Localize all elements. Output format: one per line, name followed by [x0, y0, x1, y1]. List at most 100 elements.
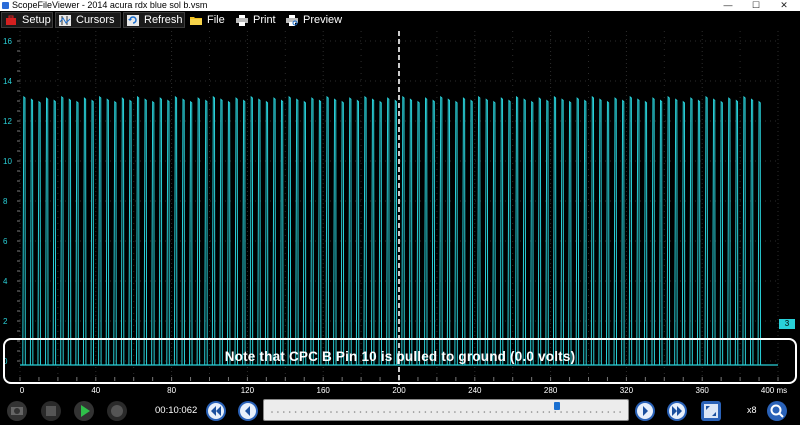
timeline-tick	[471, 411, 474, 413]
waveform-pulse	[151, 100, 155, 366]
timeline-tick	[460, 411, 462, 413]
waveform-pulse	[158, 97, 163, 366]
magnifier-icon[interactable]	[766, 400, 788, 422]
y-tick-label: 8	[3, 197, 8, 206]
zoom-level: x8	[747, 405, 757, 415]
waveform-pulse	[613, 97, 618, 366]
waveform-pulse	[651, 97, 655, 366]
close-button[interactable]: ✕	[780, 0, 788, 10]
folder-icon	[190, 16, 202, 25]
waveform-pulse	[704, 95, 708, 366]
waveform-pulse	[696, 99, 701, 366]
x-tick-label: 0	[19, 386, 25, 395]
timeline-tick	[318, 411, 320, 413]
timeline-tick	[371, 411, 374, 413]
waveform-pulse	[431, 99, 436, 366]
cursors-button[interactable]: Cursors	[55, 12, 121, 28]
timeline-tick	[448, 411, 450, 413]
file-button[interactable]: File	[187, 12, 227, 28]
timeline-slider[interactable]	[263, 399, 629, 421]
timeline-tick	[312, 411, 315, 413]
waveform-pulse	[378, 100, 383, 366]
waveform-pulse	[211, 95, 216, 366]
timeline-slider-thumb[interactable]	[554, 402, 561, 410]
waveform-pulse	[461, 97, 466, 366]
waveform-pulse	[666, 95, 671, 366]
timeline-tick	[454, 411, 456, 413]
refresh-label: Refresh	[144, 14, 183, 26]
waveform-pulse	[530, 100, 534, 366]
channel-3-marker[interactable]: 3	[779, 319, 795, 329]
y-tick-label: 12	[3, 117, 12, 126]
timeline-tick	[418, 411, 421, 413]
setup-label: Setup	[22, 14, 51, 26]
stop-icon[interactable]	[40, 400, 62, 422]
waveform-pulse	[75, 100, 79, 366]
waveform-pulse	[355, 99, 360, 366]
minimize-button[interactable]: —	[723, 0, 733, 10]
timeline-tick	[495, 411, 497, 413]
timeline-tick	[560, 411, 562, 413]
waveform-pulse	[370, 98, 375, 366]
fast-forward-icon[interactable]	[666, 400, 688, 422]
waveform-pulse	[317, 99, 322, 366]
timeline-tick	[572, 411, 574, 413]
timeline-tick	[277, 411, 279, 413]
snapshot-icon[interactable]	[6, 400, 28, 422]
x-tick-label: 160	[316, 386, 330, 395]
print-button[interactable]: Print	[233, 12, 277, 28]
scope-display[interactable]: 16 14 12 10 8 6 4 2 0- 3 Note that CPC B Pin 10 …	[0, 29, 800, 385]
zoom-fit-icon[interactable]	[700, 400, 722, 422]
x-tick-label: 200	[392, 386, 406, 395]
setup-button[interactable]: Setup	[1, 12, 53, 28]
maximize-button[interactable]: ☐	[751, 0, 761, 10]
waveform-pulse	[302, 100, 307, 366]
play-icon[interactable]	[73, 400, 95, 422]
waveform-pulse	[90, 99, 95, 366]
timeline-tick	[342, 411, 344, 413]
x-tick-label: 80	[167, 386, 177, 395]
waveform-pulse	[189, 100, 193, 366]
playback-controls: 00:10:062 x8	[0, 397, 800, 425]
waveform-pulse	[37, 100, 41, 366]
timeline-tick	[389, 411, 391, 413]
timeline-tick	[566, 411, 568, 413]
y-tick-label: 14	[3, 77, 12, 86]
step-back-icon[interactable]	[237, 400, 259, 422]
timeline-tick	[365, 411, 368, 413]
timeline-tick	[483, 411, 486, 413]
timeline-tick	[477, 411, 480, 413]
preview-button[interactable]: Preview	[283, 12, 345, 28]
y-tick-label: 6	[3, 237, 8, 246]
waveform-pulse	[568, 100, 572, 366]
waveform-pulse	[196, 97, 201, 366]
step-forward-icon[interactable]	[634, 400, 656, 422]
app-icon	[2, 2, 9, 9]
timeline-tick	[377, 411, 379, 413]
timeline-tick	[288, 411, 291, 413]
refresh-button[interactable]: Refresh	[123, 12, 185, 28]
waveform-pulse	[52, 99, 57, 366]
waveform-pulse	[135, 95, 140, 366]
waveform-pulse	[386, 97, 390, 366]
waveform-pulse	[583, 99, 587, 366]
timeline-tick	[595, 411, 598, 413]
waveform-pulse	[742, 95, 746, 366]
waveform-pulse	[98, 95, 102, 366]
x-tick-label: 320	[619, 386, 634, 395]
title-bar: ScopeFileViewer - 2014 acura rdx blue so…	[0, 0, 800, 11]
timeline-tick	[283, 411, 285, 413]
waveform-pulse	[295, 98, 299, 366]
rewind-icon[interactable]	[205, 400, 227, 422]
y-tick-label: 10	[3, 157, 12, 166]
timeline-tick	[300, 411, 303, 413]
waveform-pulse	[29, 98, 34, 366]
waveform-pulse	[325, 95, 329, 366]
waveform-pulse	[575, 97, 580, 366]
timeline-tick	[359, 411, 362, 413]
waveform-pulse	[249, 95, 254, 366]
record-icon[interactable]	[106, 400, 128, 422]
waveform-pulse	[446, 98, 451, 366]
waveform-pulse	[545, 99, 549, 366]
